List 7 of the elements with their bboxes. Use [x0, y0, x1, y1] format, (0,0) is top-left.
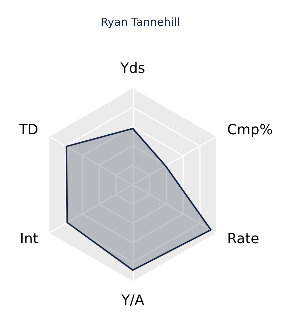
- spoke-label: Y/A: [120, 293, 145, 309]
- spoke-label: Rate: [227, 232, 260, 248]
- spoke-label: Yds: [120, 61, 146, 77]
- spoke-label: Cmp%: [227, 122, 274, 138]
- spoke-label: Int: [20, 232, 40, 248]
- spoke-label: TD: [18, 122, 39, 138]
- chart-title: Ryan Tannehill: [100, 16, 180, 29]
